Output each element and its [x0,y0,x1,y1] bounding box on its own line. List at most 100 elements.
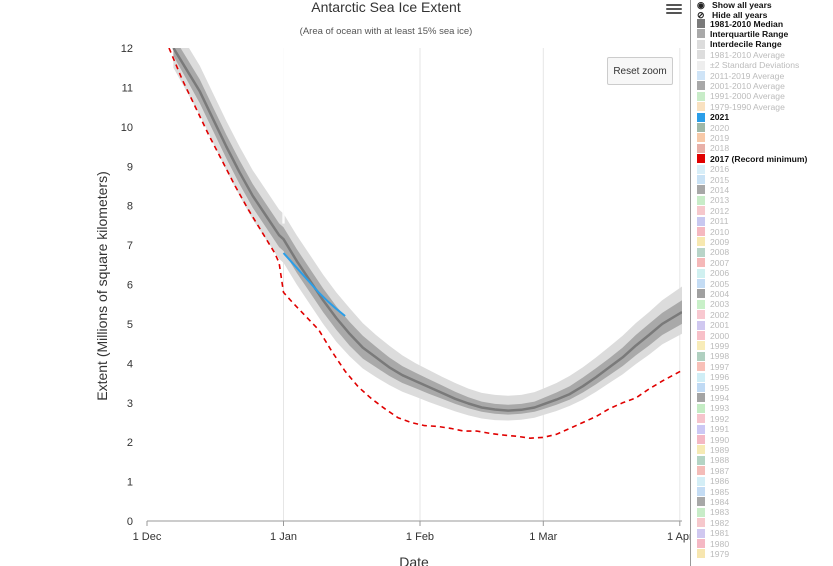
legend-item[interactable]: 1984 [697,496,729,507]
legend-label: 2000 [710,330,730,341]
legend-item[interactable]: 1993 [697,403,729,414]
show-all-years-button[interactable]: ◉ Show all years [697,0,772,10]
legend-item[interactable]: ±2 Standard Deviations [697,60,799,71]
legend-item[interactable]: 2008 [697,247,729,258]
legend-item[interactable]: 1999 [697,340,729,351]
legend-label: 1997 [710,361,730,372]
legend-item[interactable]: 1981 [697,528,729,539]
legend-swatch [697,133,705,143]
legend-item[interactable]: 1979 [697,548,729,559]
legend-swatch [697,393,705,403]
legend-item[interactable]: 2001 [697,320,729,331]
legend-swatch [697,497,705,507]
legend-label: 2001 [710,320,730,331]
legend-label: 2004 [710,288,730,299]
legend-item[interactable]: 2019 [697,132,729,143]
legend-item[interactable]: 2016 [697,164,729,175]
legend-item[interactable]: 1990 [697,434,729,445]
legend-item[interactable]: 2020 [697,122,729,133]
legend-label: 1986 [710,476,730,487]
legend-item[interactable]: Interquartile Range [697,28,788,39]
legend-swatch [697,435,705,444]
legend-swatch [697,289,705,299]
legend-item[interactable]: 2009 [697,236,729,247]
y-tick-label: 3 [127,398,133,410]
y-tick-label: 6 [127,280,133,292]
year-boundary-gap [282,48,285,224]
legend-swatch [697,195,705,205]
legend-swatch [697,164,705,174]
legend-item[interactable]: 2012 [697,205,729,216]
legend-item[interactable]: 1996 [697,372,729,383]
legend-swatch [697,19,705,28]
legend-item[interactable]: 1991 [697,424,729,435]
legend-label: 2019 [710,132,730,143]
legend-item[interactable]: 1979-1990 Average [697,101,785,112]
y-tick-label: 11 [122,82,133,94]
legend-swatch [697,50,705,60]
legend-item[interactable]: 2003 [697,299,729,310]
legend-item[interactable]: 1989 [697,444,729,455]
legend-label: 1979-1990 Average [710,101,785,112]
legend-item[interactable]: 2010 [697,226,729,237]
legend-item[interactable]: 2001-2010 Average [697,80,785,91]
chart-subtitle: (Area of ocean with at least 15% sea ice… [300,26,473,37]
legend-swatch [697,227,705,236]
legend-item[interactable]: 2000 [697,330,729,341]
legend-item[interactable]: 1988 [697,455,729,466]
legend-item[interactable]: 2018 [697,143,729,154]
legend-label: 1991-2000 Average [710,91,785,102]
legend-swatch [697,268,705,278]
y-tick-label: 9 [127,161,133,173]
legend-item[interactable]: 2021 [697,112,729,123]
legend-item[interactable]: 2017 (Record minimum) [697,153,807,164]
legend-item[interactable]: 1981-2010 Median [697,18,783,29]
legend-item[interactable]: 2011 [697,216,728,227]
plot-area[interactable] [147,24,682,522]
y-tick-label: 2 [127,437,133,449]
legend-item[interactable]: 2015 [697,174,729,185]
legend-item[interactable]: 1997 [697,361,729,372]
chart-title: Antarctic Sea Ice Extent [311,0,461,15]
legend-item[interactable]: 1992 [697,413,729,424]
legend-item[interactable]: 1982 [697,517,729,528]
legend-item[interactable]: 2014 [697,184,729,195]
y-tick-label: 4 [127,358,133,370]
legend-item[interactable]: 2007 [697,257,729,268]
legend-swatch [697,518,705,528]
legend-item[interactable]: 1994 [697,392,729,403]
legend-item[interactable]: 2004 [697,288,729,299]
legend-swatch [697,351,705,361]
legend-item[interactable]: 1983 [697,507,729,518]
legend-item[interactable]: 2005 [697,278,729,289]
hide-all-years-button[interactable]: ⊘ Hide all years [697,10,768,20]
legend-swatch [697,383,705,392]
chart-menu-button[interactable] [664,2,684,18]
legend-label: 1994 [710,392,730,403]
legend-label: 1989 [710,444,730,455]
legend-label: 2015 [710,174,730,185]
sea-ice-chart: Antarctic Sea Ice Extent (Area of ocean … [94,0,690,566]
legend-swatch [697,71,705,80]
legend-item[interactable]: 2011-2019 Average [697,70,784,81]
legend-item[interactable]: 1981-2010 Average [697,49,785,60]
legend-item[interactable]: 2002 [697,309,729,320]
legend-item[interactable]: 1985 [697,486,729,497]
legend-label: 2016 [710,164,730,175]
legend-item[interactable]: 2006 [697,268,729,279]
legend-item[interactable]: 1995 [697,382,729,393]
legend-label: 1979 [710,548,730,559]
legend-item[interactable]: 1980 [697,538,729,549]
legend-item[interactable]: 1998 [697,351,729,362]
legend-swatch [697,91,705,101]
legend-item[interactable]: 1987 [697,465,729,476]
reset-zoom-button[interactable]: Reset zoom [607,57,673,85]
legend-item[interactable]: 1991-2000 Average [697,91,785,102]
legend-swatch [697,81,705,91]
legend-item[interactable]: 2013 [697,195,729,206]
legend-swatch [697,320,705,330]
legend-label: 1985 [710,486,730,497]
legend-item[interactable]: 1986 [697,476,729,487]
legend-item[interactable]: Interdecile Range [697,39,782,50]
